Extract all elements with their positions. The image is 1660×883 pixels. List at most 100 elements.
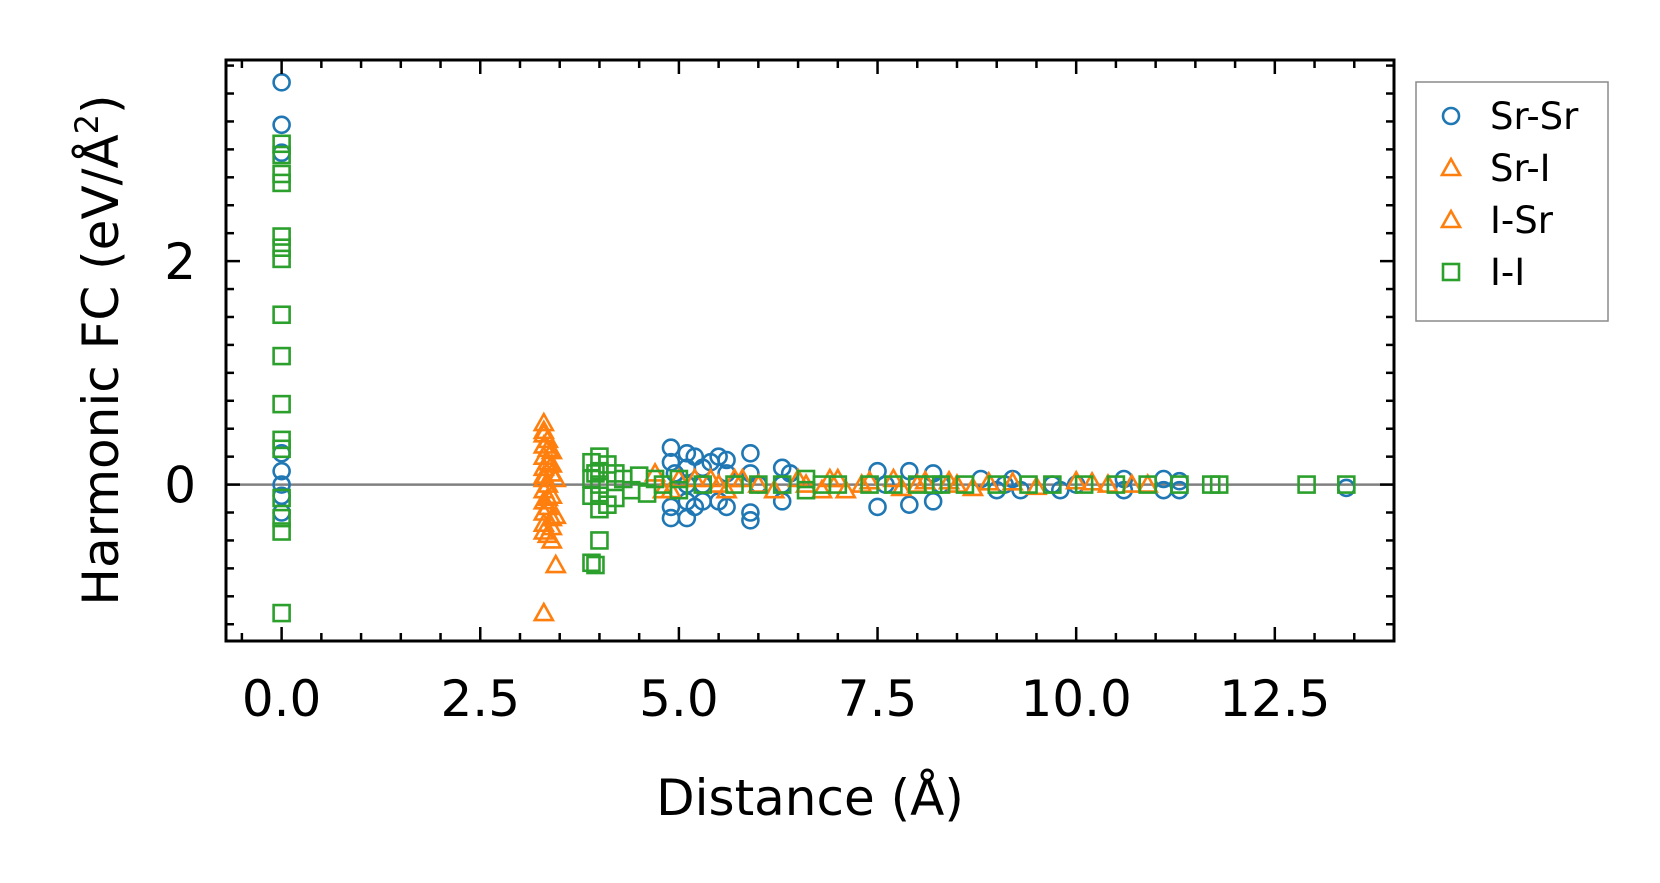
point-sr-i <box>715 478 738 499</box>
x-tick-label: 12.5 <box>1219 670 1330 728</box>
point-i-i <box>272 305 291 325</box>
point-i-sr <box>532 519 556 540</box>
point-i-i <box>272 173 291 193</box>
y-tick-label: 2 <box>164 233 196 291</box>
point-i-i <box>1106 475 1126 494</box>
x-tick-label: 7.5 <box>838 670 918 728</box>
point-i-i <box>272 508 291 528</box>
point-i-i <box>749 475 768 494</box>
y-axis-label-close: ) <box>72 94 130 114</box>
point-i-sr <box>536 437 560 458</box>
legend-label-i-sr: I-Sr <box>1490 199 1554 242</box>
point-i-i <box>272 488 291 508</box>
point-sr-sr <box>741 503 760 522</box>
point-sr-sr <box>272 461 291 481</box>
point-sr-i <box>540 506 563 527</box>
point-sr-sr <box>661 508 681 528</box>
point-i-sr <box>1120 472 1144 493</box>
y-axis-label: Harmonic FC (eV/Å2) <box>68 94 130 605</box>
x-tick-label: 10.0 <box>1021 670 1132 728</box>
point-i-i <box>1074 475 1094 494</box>
point-i-i <box>272 249 291 269</box>
point-i-i <box>884 475 903 494</box>
point-sr-sr <box>741 511 760 530</box>
x-tick-label: 0.0 <box>242 670 322 728</box>
legend-label-sr-sr: Sr-Sr <box>1490 95 1579 138</box>
point-i-i <box>955 475 975 494</box>
x-axis-label: Distance (Å) <box>656 769 964 827</box>
point-i-i <box>272 227 291 246</box>
legend-marker-i-sr <box>1439 208 1463 229</box>
point-i-i <box>272 238 291 258</box>
point-sr-sr <box>661 438 681 458</box>
point-i-i <box>1297 475 1316 494</box>
point-i-sr <box>532 419 556 440</box>
x-tick-label: 5.0 <box>639 670 719 728</box>
point-sr-i <box>532 411 556 432</box>
point-sr-i <box>1001 470 1024 491</box>
point-i-sr <box>858 469 881 490</box>
point-i-sr <box>532 463 556 484</box>
point-i-i <box>1209 475 1229 494</box>
point-sr-i <box>961 476 985 497</box>
point-i-sr <box>540 452 563 473</box>
point-i-sr <box>794 472 818 493</box>
point-i-i <box>860 475 879 494</box>
point-i-i <box>828 475 848 494</box>
point-i-i <box>272 522 291 541</box>
point-sr-i <box>540 484 563 505</box>
point-i-i <box>931 475 951 494</box>
point-sr-sr <box>868 497 887 517</box>
point-i-i <box>272 603 291 623</box>
point-i-sr <box>536 486 560 507</box>
tick-labels-layer: 0.0 2.5 5.0 7.5 10.0 12.5 0 2 <box>164 233 1330 728</box>
point-sr-sr <box>677 508 697 528</box>
y-tick-label: 0 <box>164 457 196 515</box>
point-sr-sr <box>272 475 291 494</box>
point-i-sr <box>763 478 786 499</box>
point-sr-i <box>544 553 567 574</box>
legend-marker-sr-i <box>1439 156 1463 177</box>
point-i-i <box>1019 475 1038 494</box>
point-i-sr <box>544 467 567 488</box>
data-points-layer <box>272 73 1356 623</box>
point-i-i <box>590 531 609 550</box>
point-i-i <box>272 134 291 154</box>
point-i-i <box>590 475 609 494</box>
plot-frame <box>224 58 1396 643</box>
point-i-i <box>272 346 291 366</box>
point-sr-sr <box>717 450 736 470</box>
point-i-i <box>272 145 291 165</box>
x-tick-label: 2.5 <box>440 670 520 728</box>
point-i-i <box>669 480 689 500</box>
point-i-sr <box>540 515 563 536</box>
point-i-i <box>669 469 689 489</box>
point-sr-sr <box>900 495 919 514</box>
legend-label-sr-i: Sr-I <box>1490 147 1551 190</box>
point-sr-sr <box>272 73 291 92</box>
point-sr-sr <box>272 115 291 135</box>
y-axis-label-main: Harmonic FC (eV/Å <box>72 134 130 605</box>
point-i-sr <box>544 504 567 525</box>
point-i-i <box>987 475 1007 494</box>
ticks-layer <box>226 60 1396 641</box>
legend-label-i-i: I-I <box>1490 251 1525 294</box>
point-i-i <box>772 475 792 494</box>
legend-marker-i-i <box>1441 262 1461 282</box>
point-sr-i <box>882 467 905 488</box>
point-i-i <box>693 475 713 494</box>
legend-marker-sr-sr <box>1441 106 1461 126</box>
point-sr-sr <box>741 443 760 463</box>
point-i-sr <box>707 472 730 493</box>
point-i-i <box>725 475 744 494</box>
y-axis-label-superscript: 2 <box>68 114 106 134</box>
point-sr-i <box>810 478 834 499</box>
point-i-i <box>272 394 291 414</box>
point-i-i <box>1170 475 1189 494</box>
point-i-i <box>1043 475 1062 494</box>
point-i-i <box>586 555 605 575</box>
point-sr-sr <box>717 497 736 517</box>
legend-items: Sr-Sr Sr-I I-Sr I-I <box>1439 95 1579 294</box>
point-i-i <box>582 553 601 573</box>
